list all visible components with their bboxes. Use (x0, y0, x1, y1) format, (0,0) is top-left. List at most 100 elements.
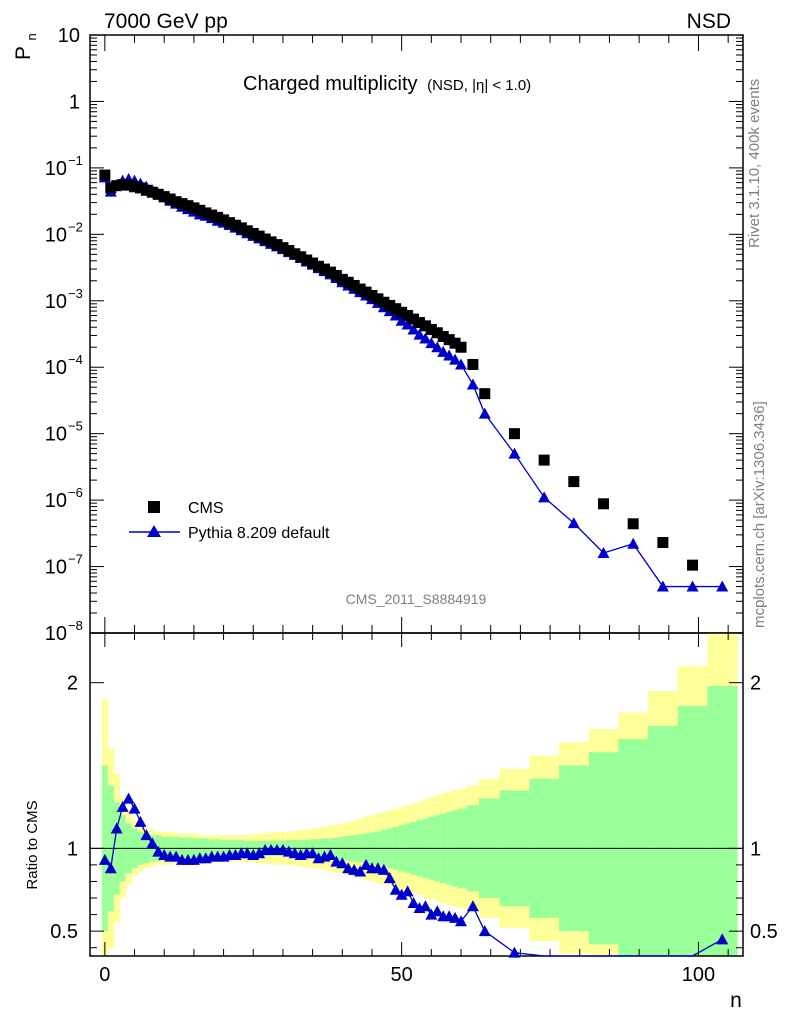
ratio-point (389, 883, 402, 895)
y-tick-exponent: −5 (68, 419, 83, 434)
cms-point (360, 286, 372, 298)
ratio-point (116, 800, 129, 812)
cms-point (295, 251, 307, 263)
cms-point (419, 320, 431, 332)
ratio-y-tick-label: 1 (67, 838, 78, 860)
ratio-panel: 0.5 0.5 1 1 2 2 0 50 100 Ratio to CMS n (24, 632, 778, 1012)
cms-point (146, 186, 158, 198)
ratio-y-tick-label-right: 2 (750, 673, 761, 695)
chart-subtitle: (NSD, |η| < 1.0) (427, 77, 531, 94)
cms-point (212, 211, 224, 223)
cms-point (164, 193, 176, 205)
mc-point (716, 580, 729, 592)
ratio-point (98, 853, 111, 865)
y-axis-label-main: P (12, 46, 35, 60)
cms-point (330, 270, 342, 282)
cms-point (206, 209, 218, 221)
y-tick-label: 10 (45, 291, 67, 313)
ratio-point (478, 925, 491, 937)
ratio-point (419, 900, 432, 912)
ratio-point (383, 872, 396, 884)
cms-point (413, 317, 425, 329)
uncertainty-band-inner (677, 705, 708, 956)
cms-point (200, 207, 212, 219)
cms-point (538, 454, 550, 466)
cms-point (265, 236, 277, 248)
cms-point (111, 180, 123, 192)
ratio-point (395, 888, 408, 900)
mc-point (466, 378, 479, 390)
legend-marker-cms (148, 501, 160, 513)
cms-point (455, 341, 467, 353)
mc-point (407, 323, 420, 335)
cms-point (354, 283, 366, 295)
ratio-point (134, 815, 147, 827)
cms-point (182, 200, 194, 212)
cms-point (657, 537, 669, 549)
mc-point (395, 314, 408, 326)
ratio-point (253, 847, 266, 859)
cms-point (241, 225, 253, 237)
ratio-point (425, 908, 438, 920)
x-tick-label: 50 (391, 964, 413, 986)
ratio-axis: 0.5 0.5 1 1 2 2 0 50 100 (50, 633, 778, 986)
chart-title-main: Charged multiplicity (243, 73, 418, 95)
y-tick-label: 10 (45, 224, 67, 246)
cms-point (348, 279, 360, 291)
mc-point (413, 328, 426, 340)
ratio-point (128, 802, 141, 814)
cms-point (568, 476, 580, 488)
mc-point (538, 491, 551, 503)
cms-point (283, 245, 295, 257)
x-tick-label: 100 (682, 964, 715, 986)
cms-point (384, 299, 396, 311)
ratio-y-label: Ratio to CMS (24, 800, 41, 889)
cms-point (129, 181, 141, 193)
ratio-point (354, 865, 367, 877)
uncertainty-band-inner (707, 686, 738, 956)
cms-point (277, 242, 289, 254)
ratio-point (140, 829, 153, 841)
cms-point (437, 330, 449, 342)
ratio-point (360, 858, 373, 870)
ratio-point (170, 850, 183, 862)
ratio-point (377, 863, 390, 875)
ratio-y-tick-label: 2 (67, 673, 78, 695)
cms-point (396, 306, 408, 318)
cms-point (627, 518, 639, 530)
y-axis-label-sub: n (24, 33, 39, 40)
cms-point (218, 214, 230, 226)
cms-point (235, 222, 247, 234)
analysis-id: CMS_2011_S8884919 (346, 591, 487, 607)
cms-point (336, 273, 348, 285)
y-tick-label: 10 (45, 623, 67, 645)
cms-point (425, 323, 437, 335)
ratio-frame (89, 632, 744, 957)
y-axis-label: P n (12, 33, 39, 60)
mc-point (437, 345, 450, 357)
mc-point (449, 353, 462, 365)
ratio-y-tick-label-right: 0.5 (750, 921, 778, 943)
y-tick-label: 10 (45, 357, 67, 379)
y-tick-exponent: −7 (68, 552, 83, 567)
ratio-point (716, 933, 729, 945)
cms-point (158, 191, 170, 203)
cms-point (324, 266, 336, 278)
uncertainty-band-inner (648, 725, 679, 956)
mc-point (455, 358, 468, 370)
ratio-y-tick-label: 0.5 (50, 921, 78, 943)
cms-point (307, 257, 319, 269)
mc-point (431, 341, 444, 353)
x-tick-label: 0 (99, 964, 110, 986)
y-tick-exponent: −6 (68, 485, 83, 500)
cms-point (105, 182, 117, 194)
cms-point (253, 230, 265, 242)
cms-point (318, 263, 330, 275)
cms-point (188, 202, 200, 214)
mc-point (425, 337, 438, 349)
ratio-y-tick-label-right: 1 (750, 838, 761, 860)
cms-point (479, 388, 491, 400)
cms-point (259, 233, 271, 245)
mc-point (401, 318, 414, 330)
